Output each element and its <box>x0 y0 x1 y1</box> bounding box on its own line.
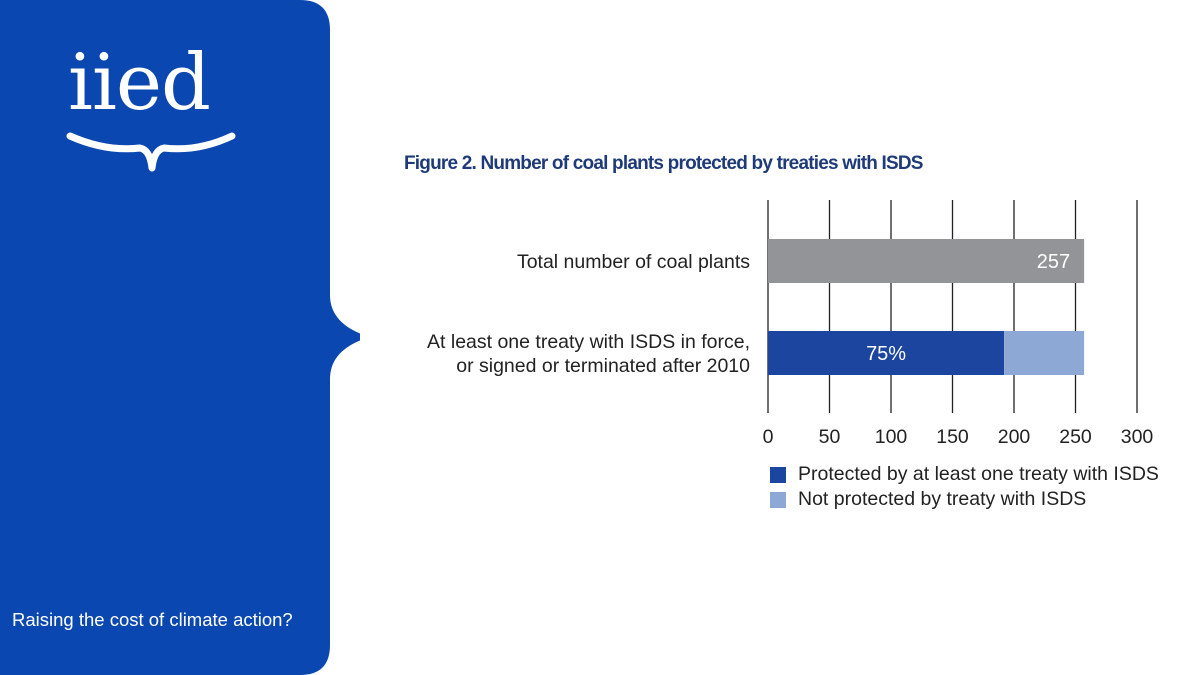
x-tick-label-50: 50 <box>819 426 841 448</box>
data-labels: 257 75% <box>866 251 1070 365</box>
figure-title: Figure 2. Number of coal plants protecte… <box>404 153 923 174</box>
category-label-0-0: Total number of coal plants <box>517 251 750 273</box>
legend-item-protected: Protected by at least one treaty with IS… <box>770 462 1159 487</box>
x-tick-label-0: 0 <box>763 426 774 448</box>
legend-label-protected: Protected by at least one treaty with IS… <box>798 463 1159 485</box>
gridlines <box>767 200 1138 413</box>
bar-0-0 <box>768 239 1085 283</box>
sidebar-brace-shape <box>0 0 360 675</box>
data-label-0: 257 <box>1037 251 1070 273</box>
category-labels: Total number of coal plants At least one … <box>427 251 750 377</box>
x-tick-label-300: 300 <box>1121 426 1154 448</box>
bar-chart: Total number of coal plants At least one … <box>427 200 1154 448</box>
x-tick-label-100: 100 <box>875 426 908 448</box>
iied-logo: iied <box>68 38 211 128</box>
bar-1-1 <box>768 331 1005 375</box>
logo-brace-swash <box>66 132 236 172</box>
legend-swatch-not-protected <box>770 491 786 508</box>
chart-legend: Protected by at least one treaty with IS… <box>770 462 1159 512</box>
legend-item-not-protected: Not protected by treaty with ISDS <box>770 487 1159 512</box>
x-tick-label-200: 200 <box>998 426 1031 448</box>
category-label-1-1: or signed or terminated after 2010 <box>456 355 750 377</box>
bars <box>768 239 1085 375</box>
report-tagline: Raising the cost of climate action? <box>12 609 293 630</box>
x-tick-label-250: 250 <box>1059 426 1092 448</box>
x-tick-labels: 0 50 100 150 200 250 300 <box>763 426 1154 448</box>
bar-1-2 <box>1004 331 1085 375</box>
data-label-1: 75% <box>866 343 906 365</box>
sidebar-panel <box>0 0 360 675</box>
category-label-1-0: At least one treaty with ISDS in force, <box>427 331 750 353</box>
legend-swatch-protected <box>770 466 786 483</box>
legend-label-not-protected: Not protected by treaty with ISDS <box>798 488 1087 510</box>
x-tick-label-150: 150 <box>936 426 969 448</box>
